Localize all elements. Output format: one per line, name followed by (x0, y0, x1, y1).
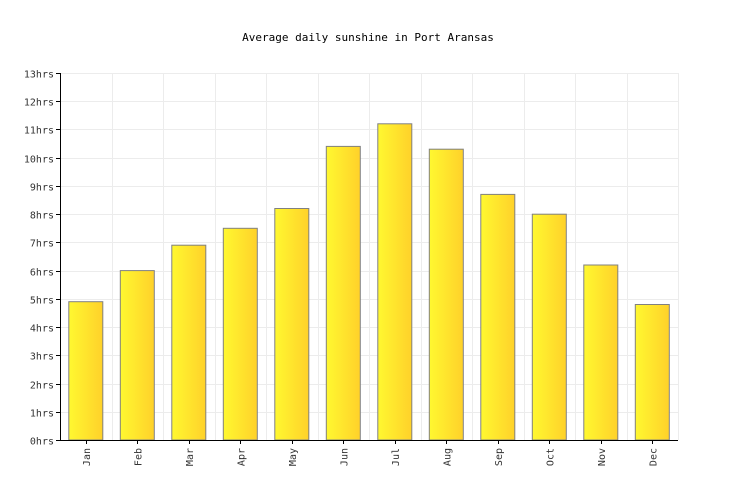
x-tick-label: Nov (597, 448, 608, 466)
bar-feb (119, 270, 155, 441)
x-tick-label: Apr (236, 448, 247, 466)
bar-oct (531, 213, 567, 441)
chart-title: Average daily sunshine in Port Aransas (242, 31, 494, 44)
y-tick-label: 7hrs (30, 239, 54, 250)
axes (56, 73, 678, 444)
x-tick-label: Dec (648, 448, 659, 466)
y-tick-label: 12hrs (24, 98, 54, 109)
y-tick-label: 2hrs (30, 381, 54, 392)
y-tick-label: 9hrs (30, 183, 54, 194)
x-tick-label: Jul (391, 448, 402, 466)
y-tick-label: 0hrs (30, 437, 54, 448)
y-tick-labels: 0hrs 1hrs 2hrs 3hrs 4hrs 5hrs 6hrs 7hrs 8hrs 9hrs… (24, 70, 54, 448)
bar-may (274, 208, 310, 441)
y-tick-label: 4hrs (30, 324, 54, 335)
bar-aug (428, 148, 464, 441)
y-tick-label: 11hrs (24, 126, 54, 137)
y-tick-label: 6hrs (30, 268, 54, 279)
x-tick-label: Oct (545, 448, 556, 466)
x-tick-label: Mar (185, 448, 196, 466)
y-tick-label: 8hrs (30, 211, 54, 222)
x-tick-label: Jan (82, 448, 93, 466)
x-tick-label: Feb (133, 448, 144, 466)
y-tick-label: 3hrs (30, 352, 54, 363)
bar-mar (171, 244, 207, 441)
x-tick-label: Aug (442, 448, 453, 466)
x-tick-label: May (288, 448, 299, 466)
bar-jul (377, 123, 413, 441)
y-tick-label: 5hrs (30, 296, 54, 307)
x-tick-labels: Jan Feb Mar Apr May Jun Jul Aug Sep Oct Nov Dec (82, 448, 660, 466)
bar-sep (480, 193, 516, 441)
bar-jan (68, 301, 104, 441)
y-tick-label: 1hrs (30, 409, 54, 420)
bar-dec (634, 304, 670, 441)
bar-jun (325, 145, 361, 441)
x-tick-label: Jun (339, 448, 350, 466)
bar-nov (583, 264, 619, 441)
x-tick-label: Sep (494, 448, 505, 466)
bars (68, 123, 670, 441)
bar-apr (222, 227, 258, 441)
y-tick-label: 13hrs (24, 70, 54, 81)
y-tick-label: 10hrs (24, 155, 54, 166)
